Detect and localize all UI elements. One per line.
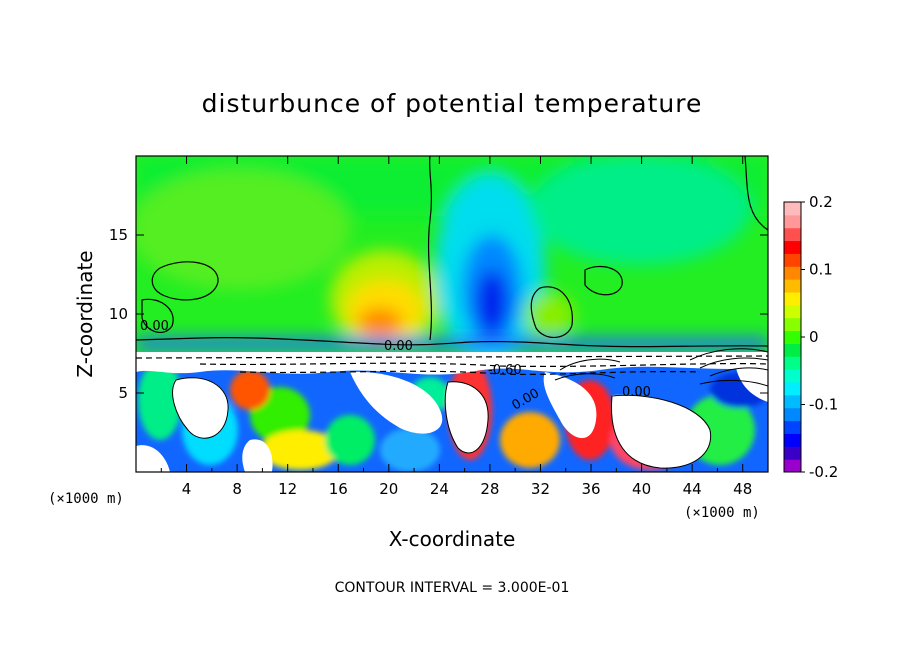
heatmap-field: 0.00 0.00 -0.60 0.00 0.00 — [136, 156, 768, 472]
x-tick-label: 4 — [182, 480, 192, 498]
colorbar-segment — [784, 407, 801, 422]
y-axis-label: Z-coordinate — [73, 250, 97, 377]
bl-blob-8 — [500, 412, 560, 468]
bl-blob-5 — [325, 415, 375, 465]
white-region-left — [172, 377, 229, 439]
contour-label-2: 0.00 — [384, 339, 413, 354]
colorbar-segment — [784, 459, 801, 473]
contour-label-1: 0.00 — [140, 319, 169, 334]
white-region-mid — [445, 381, 489, 453]
x-tick-label: 12 — [278, 480, 297, 498]
colorbar-tick-label: 0.1 — [809, 261, 833, 279]
colorbar-segment — [784, 292, 801, 306]
colorbar-segment — [784, 420, 801, 434]
colorbar-segment — [784, 343, 801, 357]
contour-left-patch2 — [141, 298, 174, 334]
x-unit-label: (×1000 m) — [684, 505, 760, 521]
y-tick-label: 15 — [109, 226, 128, 244]
colorbar-segment — [784, 214, 801, 229]
contour-zero-layer — [136, 336, 768, 348]
contour-bl-4 — [689, 348, 768, 387]
x-axis: 4 8 12 16 20 24 28 32 36 40 44 48 — [160, 156, 752, 498]
contour-small-loop — [584, 265, 623, 296]
right-cyan-patch — [530, 156, 750, 265]
x-tick-label: 36 — [581, 480, 600, 498]
colorbar-segment — [784, 202, 801, 216]
colorbar-tick-label: 0.2 — [809, 193, 833, 211]
contour-zero-right-column — [744, 156, 768, 231]
colorbar-segment — [784, 356, 801, 370]
colorbar-segment — [784, 304, 801, 319]
colorbar — [784, 202, 801, 473]
colorbar-segment — [784, 394, 801, 409]
contour-dashed-1 — [136, 355, 768, 359]
x-tick-label: 20 — [379, 480, 398, 498]
colorbar-segment — [784, 253, 801, 267]
contour-bl-5 — [554, 358, 621, 381]
white-region-right1 — [543, 372, 597, 439]
bl-blob-1 — [138, 360, 182, 440]
colorbar-segment — [784, 446, 801, 460]
colorbar-ticks: 0.2 0.1 0 -0.1 -0.2 — [801, 193, 838, 481]
white-region-right2 — [611, 394, 711, 469]
contour-dashed-3 — [239, 370, 701, 376]
colorbar-segment — [784, 317, 801, 332]
x-tick-label: 28 — [480, 480, 499, 498]
contour-label-5: 0.00 — [622, 385, 651, 400]
contour-bl-2 — [444, 381, 489, 454]
white-region-center — [350, 371, 443, 434]
x-tick-label: 40 — [632, 480, 651, 498]
contour-right-patch — [530, 286, 573, 338]
contour-interval-note: CONTOUR INTERVAL = 3.000E-01 — [335, 580, 570, 596]
white-region-bottom2 — [242, 439, 273, 472]
y-axis: 5 10 15 — [109, 226, 768, 402]
contour-bl-3 — [610, 394, 712, 469]
colorbar-tick-label: -0.2 — [809, 463, 838, 481]
colorbar-segment — [784, 240, 801, 254]
colorbar-segment — [784, 227, 801, 242]
y-tick-label: 5 — [118, 384, 128, 402]
x-tick-label: 48 — [733, 480, 752, 498]
bl-blob-6 — [380, 428, 440, 472]
x-tick-label: 16 — [329, 480, 348, 498]
warm-anomaly-core — [358, 308, 402, 336]
colorbar-segment — [784, 279, 801, 293]
contour-zero-column — [427, 156, 433, 341]
bl-blob-12 — [230, 370, 270, 410]
white-region-bottom — [136, 445, 170, 472]
white-region-top — [136, 352, 768, 375]
colorbar-segment — [784, 433, 801, 447]
contour-bl-1 — [172, 377, 229, 439]
contour-dashed-2 — [199, 362, 768, 367]
y-tick-label: 10 — [109, 305, 128, 323]
colorbar-segment — [784, 330, 801, 344]
x-tick-label: 8 — [232, 480, 242, 498]
colorbar-tick-label: 0 — [809, 328, 819, 346]
left-light-green-patch — [136, 170, 350, 290]
layer-blue-band — [136, 338, 768, 350]
y-unit-label: (×1000 m) — [48, 491, 124, 507]
colorbar-segment — [784, 266, 801, 280]
right-green-patch — [525, 293, 575, 337]
chart-title: disturbunce of potential temperature — [202, 89, 703, 118]
contour-left-patch — [151, 261, 219, 301]
contour-label-3: -0.60 — [488, 363, 522, 378]
x-tick-label: 44 — [683, 480, 702, 498]
x-tick-label: 24 — [430, 480, 449, 498]
x-axis-label: X-coordinate — [389, 527, 516, 551]
x-tick-label: 32 — [531, 480, 550, 498]
colorbar-segment — [784, 369, 801, 383]
bl-blob-4 — [260, 430, 340, 470]
colorbar-segment — [784, 382, 801, 396]
cold-anomaly-core — [476, 270, 508, 334]
colorbar-tick-label: -0.1 — [809, 396, 838, 414]
